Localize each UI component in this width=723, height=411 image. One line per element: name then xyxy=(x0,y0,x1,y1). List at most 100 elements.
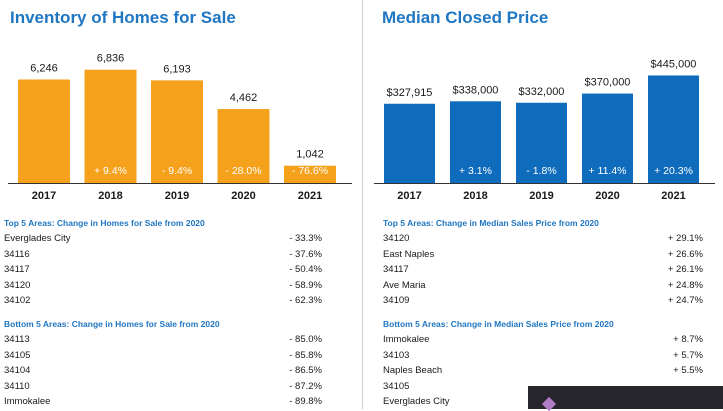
median-bottom5-row: Immokalee + 8.7% xyxy=(383,334,703,348)
median-bottom5-area-name: Everglades City xyxy=(383,396,450,407)
median-bottom5-change-value: + 5.5% xyxy=(673,365,703,376)
inventory-top5-area-name: 34102 xyxy=(4,295,31,306)
median-tick-label-2019: 2019 xyxy=(529,190,553,202)
median-top5-row: 34109 + 24.7% xyxy=(383,295,703,309)
median-change-label-2019: - 1.8% xyxy=(526,165,556,177)
inventory-chart-title: Inventory of Homes for Sale xyxy=(10,8,236,27)
median-bar-2018 xyxy=(450,101,501,183)
inventory-top5-row: 34102 - 62.3% xyxy=(4,295,322,309)
inventory-top5-change-value: - 33.3% xyxy=(289,233,322,244)
median-bottom5-row: Naples Beach + 5.5% xyxy=(383,365,703,379)
median-top5-area-name: 34117 xyxy=(383,264,409,275)
median-bottom5-change-value: + 5.7% xyxy=(673,349,703,361)
inventory-top5-change-value: - 62.3% xyxy=(289,295,322,306)
inventory-bar-chart: 6,246 2017 6,836 + 9.4% 2018 6,193 - 9.4% 2019 4… xyxy=(8,53,352,202)
inventory-change-label-2021: - 76.6% xyxy=(292,165,328,177)
inventory-bottom5-area-name: 34113 xyxy=(4,334,30,345)
median-bar-2017 xyxy=(384,103,435,183)
inventory-bottom5-row: Immokalee - 89.8% xyxy=(4,396,322,410)
inventory-value-label-2018: 6,836 xyxy=(97,53,125,65)
inventory-bar-2020 xyxy=(217,109,270,183)
inventory-bottom5-row: 34104 - 86.5% xyxy=(4,365,322,379)
median-change-label-2021: + 20.3% xyxy=(654,165,693,177)
median-top5-change-value: + 24.8% xyxy=(667,279,703,291)
inventory-top5-area-name: 34120 xyxy=(4,279,31,291)
inventory-bar-2021 xyxy=(284,165,336,183)
median-top5-area-name: East Naples xyxy=(383,248,435,260)
inventory-change-label-2018: + 9.4% xyxy=(94,165,127,177)
median-top5-area-name: 34109 xyxy=(383,295,410,306)
inventory-value-label-2017: 6,246 xyxy=(30,62,58,74)
inventory-top5-area-name: Everglades City xyxy=(4,233,71,244)
median-tick-label-2017: 2017 xyxy=(397,190,421,202)
median-top5-row: Ave Maria + 24.8% xyxy=(383,280,703,294)
panel-divider xyxy=(362,0,363,409)
inventory-top5-change-value: - 58.9% xyxy=(289,279,322,291)
median-top5-title: Top 5 Areas: Change in Median Sales Pric… xyxy=(383,218,599,228)
median-value-label-2019: $332,000 xyxy=(519,86,565,98)
median-bottom5-change-value: + 8.7% xyxy=(673,334,703,345)
median-top5-change-value: + 29.1% xyxy=(667,233,703,244)
median-top5-change-value: + 26.6% xyxy=(667,248,703,260)
inventory-top5-row: 34116 - 37.6% xyxy=(4,249,322,263)
median-bottom5-title: Bottom 5 Areas: Change in Median Sales P… xyxy=(383,319,614,329)
inventory-bottom5-row: 34110 - 87.2% xyxy=(4,381,322,395)
inventory-change-label-2020: - 28.0% xyxy=(225,165,261,177)
inventory-tick-label-2021: 2021 xyxy=(298,190,322,202)
median-bottom5-row: 34105 xyxy=(383,381,703,395)
inventory-bottom5-area-name: Immokalee xyxy=(4,396,51,407)
median-top5-change-value: + 24.7% xyxy=(667,295,703,306)
inventory-bottom5-change-value: - 89.8% xyxy=(289,396,322,407)
inventory-bottom5-row: 34113 - 85.0% xyxy=(4,334,322,348)
inventory-top5-change-value: - 50.4% xyxy=(289,264,322,275)
inventory-top5-area-name: 34117 xyxy=(4,264,30,275)
median-top5-area-name: 34120 xyxy=(383,233,410,244)
median-top5-area-name: Ave Maria xyxy=(383,279,426,291)
median-bottom5-area-name: 34105 xyxy=(383,380,410,392)
median-change-label-2020: + 11.4% xyxy=(588,165,626,177)
inventory-bottom5-area-name: 34110 xyxy=(4,380,30,392)
inventory-bottom5-row: 34105 - 85.8% xyxy=(4,350,322,364)
median-bar-2019 xyxy=(516,102,567,183)
inventory-bar-2019 xyxy=(151,80,203,183)
median-price-bar-chart: $327,915 2017 $338,000 + 3.1% 2018 $332,000 - … xyxy=(374,58,715,202)
median-bottom5-area-name: Immokalee xyxy=(383,334,430,345)
median-bottom5-row: Everglades City xyxy=(383,396,703,410)
inventory-top5-title: Top 5 Areas: Change in Homes for Sale fr… xyxy=(4,218,205,228)
inventory-tick-label-2018: 2018 xyxy=(98,190,122,202)
inventory-top5-row: 34117 - 50.4% xyxy=(4,264,322,278)
median-price-chart-title: Median Closed Price xyxy=(382,8,549,27)
overlay-bar[interactable] xyxy=(528,386,723,411)
inventory-bottom5-change-value: - 85.0% xyxy=(289,334,322,345)
median-change-label-2018: + 3.1% xyxy=(459,165,492,177)
median-value-label-2018: $338,000 xyxy=(453,84,499,96)
inventory-top5-row: 34120 - 58.9% xyxy=(4,280,322,294)
median-bottom5-area-name: Naples Beach xyxy=(383,365,443,376)
inventory-value-label-2021: 1,042 xyxy=(296,149,324,161)
inventory-value-label-2019: 6,193 xyxy=(163,63,191,75)
inventory-tick-label-2020: 2020 xyxy=(231,190,255,202)
inventory-tick-label-2019: 2019 xyxy=(165,190,189,202)
inventory-bottom5-change-value: - 85.8% xyxy=(289,349,322,361)
inventory-top5-area-name: 34116 xyxy=(4,248,30,260)
inventory-change-label-2019: - 9.4% xyxy=(162,165,192,177)
median-tick-label-2020: 2020 xyxy=(595,190,619,202)
median-price-panel: Median Closed Price $327,915 2017 $338,000… xyxy=(370,0,723,409)
median-top5-row: 34120 + 29.1% xyxy=(383,233,703,247)
median-bar-2020 xyxy=(582,93,633,183)
median-bottom5-row: 34103 + 5.7% xyxy=(383,350,703,364)
median-top5-row: 34117 + 26.1% xyxy=(383,264,703,278)
median-tick-label-2018: 2018 xyxy=(463,190,487,202)
inventory-top5-change-value: - 37.6% xyxy=(289,248,322,260)
inventory-panel: Inventory of Homes for Sale 6,246 2017 6,8… xyxy=(0,0,360,409)
inventory-bottom5-change-value: - 86.5% xyxy=(289,365,322,376)
median-top5-change-value: + 26.1% xyxy=(667,264,703,275)
inventory-bottom5-title: Bottom 5 Areas: Change in Homes for Sale… xyxy=(4,319,220,329)
median-bar-2021 xyxy=(648,75,699,183)
inventory-top5-row: Everglades City - 33.3% xyxy=(4,233,322,247)
inventory-bottom5-area-name: 34105 xyxy=(4,349,31,361)
inventory-bar-2017 xyxy=(18,79,70,183)
median-top5-row: East Naples + 26.6% xyxy=(383,249,703,263)
inventory-tick-label-2017: 2017 xyxy=(32,190,56,202)
median-value-label-2017: $327,915 xyxy=(387,87,433,99)
